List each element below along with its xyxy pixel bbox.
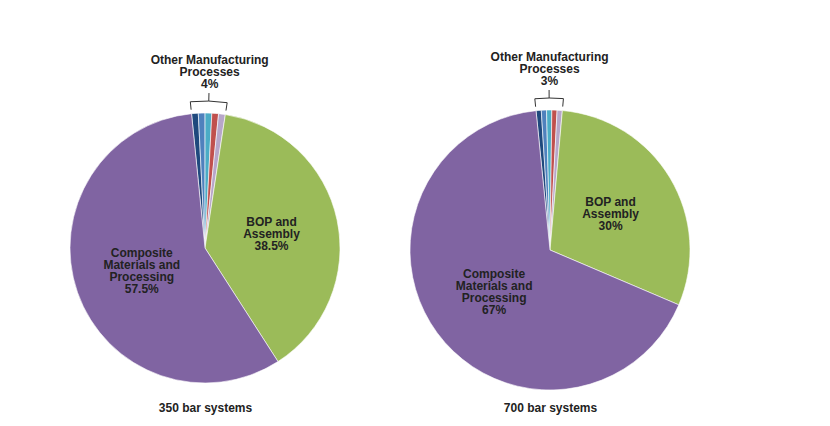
svg-text:350 bar systems: 350 bar systems <box>159 401 253 415</box>
svg-text:Other ManufacturingProcesses3%: Other ManufacturingProcesses3% <box>491 50 609 88</box>
svg-text:CompositeMaterials andProcessi: CompositeMaterials andProcessing57.5% <box>103 246 180 296</box>
svg-text:CompositeMaterials andProcessi: CompositeMaterials andProcessing67% <box>456 267 533 317</box>
svg-text:700 bar systems: 700 bar systems <box>504 401 598 415</box>
svg-text:BOP andAssembly30%: BOP andAssembly30% <box>582 195 639 233</box>
svg-text:BOP andAssembly38.5%: BOP andAssembly38.5% <box>243 215 300 253</box>
svg-text:Other ManufacturingProcesses4%: Other ManufacturingProcesses4% <box>151 53 269 91</box>
